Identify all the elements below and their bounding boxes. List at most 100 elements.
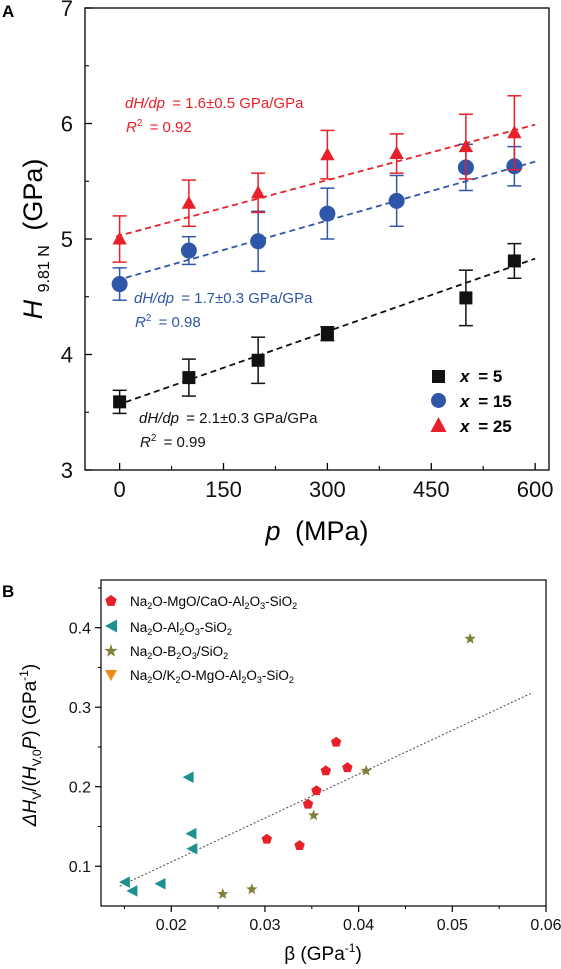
data-point <box>113 395 127 409</box>
panel-b-y-axis-var: ΔH <box>20 799 41 827</box>
data-point <box>217 888 229 899</box>
y-tick-label: 7 <box>61 0 73 21</box>
data-point <box>459 291 473 305</box>
data-point <box>118 876 130 888</box>
data-point <box>250 233 267 250</box>
legend-triangle-left-marker <box>105 619 117 633</box>
data-point <box>507 125 522 139</box>
panel-a-data <box>111 95 523 415</box>
panel-a-y-axis-var: H <box>18 299 48 319</box>
annotation-x5-r2: R2 = 0.99 <box>140 428 206 451</box>
data-point <box>388 192 405 209</box>
panel-a-legend: x = 5 x = 15 x = 25 <box>430 367 512 436</box>
annotation-x15-var: dH/dp <box>134 290 174 307</box>
data-point <box>319 205 336 222</box>
data-point <box>311 785 322 796</box>
y-tick-label: 0.4 <box>69 621 91 638</box>
legend-b-series-4: Na2O/K2O-MgO-Al2O3-SiO2 <box>130 668 294 685</box>
data-point <box>464 632 476 644</box>
y-tick-label: 6 <box>61 112 73 137</box>
data-point <box>111 276 128 293</box>
data-point <box>307 809 320 821</box>
panel-b-y-axis-label: ΔHV/(HV,0P) (GPa-1) <box>17 664 44 827</box>
fit-line <box>119 692 533 887</box>
data-point <box>251 353 265 367</box>
panel-b-data <box>118 632 476 899</box>
data-point <box>360 764 372 776</box>
data-point <box>458 139 474 153</box>
x-tick-label: 300 <box>309 477 346 502</box>
x-tick-label: 0.02 <box>156 917 187 934</box>
annotation-x25-r2-value: = 0.92 <box>150 119 192 136</box>
y-tick-label: 5 <box>61 227 73 252</box>
data-point <box>507 254 521 268</box>
legend-triangle-marker <box>430 417 447 432</box>
data-point <box>182 371 196 385</box>
data-point <box>320 327 334 341</box>
x-tick-label: 0.03 <box>249 917 280 934</box>
panel-a-x-axis-label: p (MPa) <box>264 516 368 546</box>
data-point <box>154 877 166 890</box>
y-tick-label: 0.2 <box>69 780 91 797</box>
data-point <box>182 771 194 783</box>
panel-a-label: A <box>2 2 14 21</box>
y-tick-label: 0.3 <box>69 700 91 717</box>
legend-x5: x = 5 <box>459 367 502 386</box>
data-point <box>250 185 266 199</box>
annotation-x15-r2: R2 = 0.98 <box>135 308 201 331</box>
legend-circle-marker <box>431 393 446 408</box>
data-point <box>261 833 273 844</box>
x-tick-label: 150 <box>205 477 242 502</box>
panel-a-y-axis-label: H 9.81 N (GPa) <box>18 159 55 320</box>
panel-a-x-axis-var: p <box>264 516 280 546</box>
data-point <box>320 765 332 776</box>
panel-a: A 0 150 300 450 600 3 4 5 6 7 p (MPa) H 9.81 N (G… <box>2 0 554 546</box>
panel-a-ticks: 0 150 300 450 600 3 4 5 6 7 <box>61 0 554 502</box>
annotation-x15-slope: dH/dp = 1.7±0.3 GPa/GPa <box>134 290 313 307</box>
panel-a-y-axis-unit: (GPa) <box>18 159 48 231</box>
annotation-x15-value: = 1.7±0.3 GPa/GPa <box>181 290 313 307</box>
panel-b-x-axis-label: β (GPa-1) <box>284 941 362 965</box>
legend-b-series-2: Na2O-Al2O3-SiO2 <box>130 620 232 637</box>
panel-b-legend: Na2O-MgO/CaO-Al2O3-SiO2 Na2O-Al2O3-SiO2 … <box>104 594 297 685</box>
data-point <box>186 842 198 855</box>
panel-b-frame <box>100 579 547 907</box>
annotation-x15-r2-value: = 0.98 <box>159 314 201 331</box>
data-point <box>302 798 314 809</box>
data-point <box>112 231 127 245</box>
x-tick-label: 0.04 <box>343 917 374 934</box>
x-tick-label: 0 <box>114 477 126 502</box>
panel-b-x-axis-sup: -1 <box>345 941 356 955</box>
data-point <box>180 242 197 259</box>
panel-a-y-axis-sub: 9.81 N <box>36 245 53 292</box>
legend-square-marker <box>432 370 445 383</box>
panel-b: B 0.02 0.03 0.04 0.05 0.06 0.1 0.2 0.3 0.4 β (GP… <box>2 579 561 965</box>
y-tick-label: 4 <box>61 343 73 368</box>
data-point <box>181 195 197 209</box>
y-tick-label: 0.1 <box>69 859 91 876</box>
data-point <box>294 840 305 851</box>
data-point <box>389 146 404 160</box>
x-tick-label: 0.06 <box>530 917 561 934</box>
annotation-x5-slope: dH/dp = 2.1±0.3 GPa/GPa <box>139 410 318 427</box>
legend-b-series-1: Na2O-MgO/CaO-Al2O3-SiO2 <box>130 594 297 611</box>
x-tick-label: 450 <box>413 477 450 502</box>
legend-pentagon-marker <box>105 595 117 606</box>
annotation-x25-slope: dH/dp = 1.6±0.5 GPa/GPa <box>125 95 304 112</box>
annotation-x5-var: dH/dp <box>139 410 179 427</box>
legend-b-series-3: Na2O-B2O3/SiO2 <box>130 644 228 661</box>
data-point <box>330 736 342 747</box>
panel-b-ticks: 0.02 0.03 0.04 0.05 0.06 0.1 0.2 0.3 0.4 <box>69 587 561 934</box>
panel-b-x-axis-text: β (GPa <box>284 944 345 965</box>
annotation-x25-value: = 1.6±0.5 GPa/GPa <box>172 95 304 112</box>
data-point <box>320 147 335 161</box>
annotation-x25-var: dH/dp <box>125 95 165 112</box>
data-point <box>342 762 353 773</box>
y-tick-label: 3 <box>61 458 73 483</box>
legend-x25: x = 25 <box>459 417 512 436</box>
panel-b-fit-line <box>119 692 533 887</box>
data-point <box>185 827 197 840</box>
legend-x15: x = 15 <box>459 392 512 411</box>
annotation-x25-r2: R2 = 0.92 <box>126 113 192 136</box>
